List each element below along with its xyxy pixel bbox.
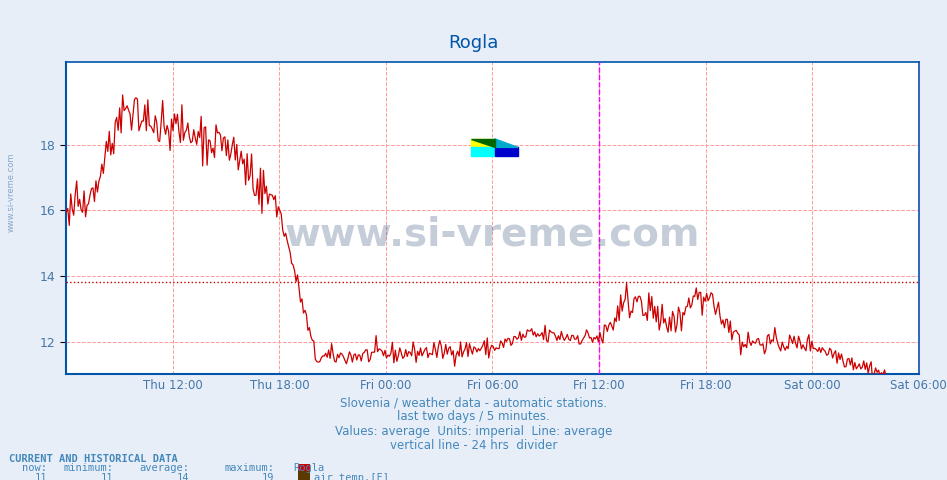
Text: 19: 19 (262, 473, 275, 480)
Text: Slovenia / weather data - automatic stations.: Slovenia / weather data - automatic stat… (340, 396, 607, 409)
Text: Rogla: Rogla (294, 463, 325, 473)
Text: now:: now: (23, 463, 47, 473)
Text: air temp.[F]: air temp.[F] (314, 473, 389, 480)
Text: www.si-vreme.com: www.si-vreme.com (7, 152, 16, 232)
Bar (494, 147, 518, 156)
Text: 11: 11 (35, 473, 47, 480)
Text: maximum:: maximum: (224, 463, 275, 473)
Polygon shape (494, 139, 518, 147)
Text: CURRENT AND HISTORICAL DATA: CURRENT AND HISTORICAL DATA (9, 454, 178, 464)
Bar (471, 139, 494, 147)
Text: 11: 11 (101, 473, 114, 480)
Bar (471, 147, 494, 156)
Text: minimum:: minimum: (63, 463, 114, 473)
Polygon shape (471, 139, 494, 147)
Text: www.si-vreme.com: www.si-vreme.com (285, 215, 700, 253)
Text: Values: average  Units: imperial  Line: average: Values: average Units: imperial Line: av… (335, 425, 612, 438)
Text: last two days / 5 minutes.: last two days / 5 minutes. (397, 410, 550, 423)
Text: average:: average: (139, 463, 189, 473)
Text: vertical line - 24 hrs  divider: vertical line - 24 hrs divider (390, 439, 557, 452)
Text: 14: 14 (177, 473, 189, 480)
Text: Rogla: Rogla (448, 34, 499, 52)
